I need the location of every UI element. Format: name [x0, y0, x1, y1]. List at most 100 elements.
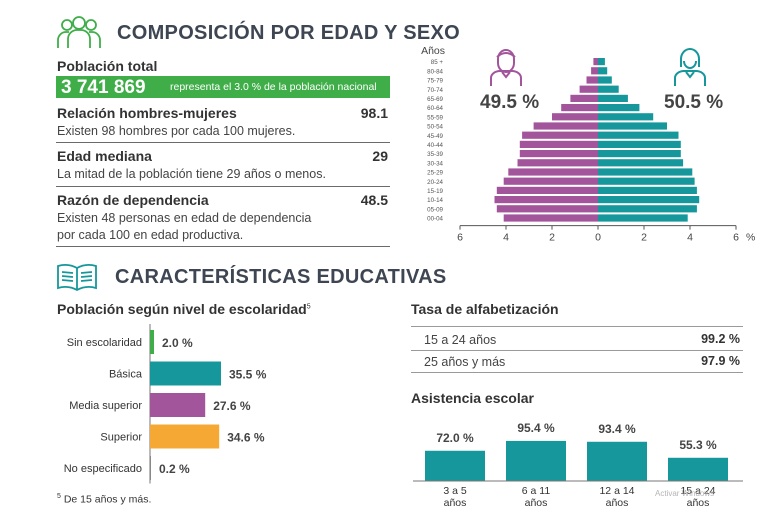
escolaridad-bar: [150, 456, 151, 480]
category-label: 3 a 5: [443, 485, 467, 497]
category-label: años: [525, 497, 548, 509]
female-bar: [598, 104, 640, 112]
bar-value-label: 2.0 %: [162, 336, 193, 350]
female-bar: [598, 168, 693, 176]
population-pyramid-chart: Años 85 + 80-84 75-79 70-74 65-69 60-64 55-59 50…: [421, 45, 755, 244]
poblacion-total-desc: representa el 3.0 % de la población naci…: [170, 81, 377, 93]
x-tick-label: 6: [457, 232, 463, 244]
age-group-label: 45-49: [427, 133, 443, 140]
male-bar: [533, 122, 598, 130]
age-group-label: 85 +: [431, 59, 444, 66]
man-icon: [490, 49, 522, 86]
bar-value-label: 34.6 %: [227, 431, 265, 445]
male-bar: [503, 177, 598, 185]
male-bar: [503, 214, 598, 222]
female-bar: [598, 58, 605, 66]
bar-value-label: 0.2 %: [159, 462, 190, 476]
escolaridad-bar: [150, 361, 221, 386]
age-group-label: 10-14: [427, 197, 443, 204]
divider: [411, 326, 743, 327]
female-bar: [598, 94, 628, 102]
category-label: años: [444, 497, 467, 509]
divider: [411, 372, 743, 373]
poblacion-total-label: Población total: [57, 58, 158, 74]
female-bar: [598, 85, 619, 93]
male-bar: [561, 104, 598, 112]
female-bar: [598, 113, 654, 121]
age-group-label: 55-59: [427, 114, 443, 121]
razon-dependencia-desc-1: Existen 48 personas en edad de dependenc…: [57, 211, 312, 225]
male-bar: [570, 94, 598, 102]
poblacion-total-banner: 3 741 869 representa el 3.0 % de la pobl…: [56, 76, 390, 98]
razon-dependencia-desc-2: por cada 100 en edad productiva.: [57, 228, 244, 242]
category-label: 15 a 24: [680, 485, 715, 497]
age-group-label: 00-04: [427, 216, 443, 223]
x-tick-label: 4: [687, 232, 693, 244]
open-book-icon: [57, 263, 97, 292]
razon-dependencia-value: 48.5: [360, 192, 388, 208]
bar-value-label: 95.4 %: [517, 421, 555, 435]
category-label: años: [687, 497, 710, 509]
male-bar: [522, 131, 598, 139]
bar-value-label: 55.3 %: [679, 438, 717, 452]
male-bar: [496, 205, 598, 213]
x-tick-label: 0: [595, 232, 601, 244]
category-label: 12 a 14: [599, 485, 634, 497]
asistencia-bar: [425, 450, 485, 481]
female-bar: [598, 150, 681, 158]
divider: [56, 142, 390, 143]
category-label: Básica: [109, 369, 143, 381]
female-bar: [598, 76, 612, 84]
category-label: No especificado: [64, 463, 142, 475]
female-bar: [598, 205, 697, 213]
age-group-label: 75-79: [427, 78, 443, 85]
female-bar: [598, 67, 608, 75]
female-bar: [598, 186, 697, 194]
age-group-label: 15-19: [427, 188, 443, 195]
divider: [56, 246, 390, 247]
alfabetizacion-value-2: 97.9 %: [701, 354, 740, 368]
relacion-value: 98.1: [360, 105, 388, 121]
escolaridad-chart: Sin escolaridad 2.0 % Básica 35.5 % Media su…: [64, 324, 267, 484]
edad-mediana-value: 29: [372, 148, 388, 164]
male-bar: [494, 196, 598, 204]
x-tick-label: 2: [549, 232, 555, 244]
female-bar: [598, 159, 684, 167]
female-bar: [598, 177, 695, 185]
female-bar: [598, 196, 700, 204]
asistencia-title: Asistencia escolar: [411, 390, 534, 406]
asistencia-bar: [506, 440, 566, 481]
male-bar: [591, 67, 598, 75]
female-percentage: 50.5 %: [664, 92, 724, 113]
section-title-composicion: COMPOSICIÓN POR EDAD Y SEXO: [117, 22, 460, 44]
x-tick-label: 2: [641, 232, 647, 244]
male-bar: [552, 113, 598, 121]
female-bar: [598, 140, 681, 148]
bar-value-label: 35.5 %: [229, 368, 267, 382]
male-percentage: 49.5 %: [480, 92, 540, 113]
footnote: 5 De 15 años y más.: [57, 493, 152, 506]
category-label: Superior: [100, 432, 142, 444]
escolaridad-title: Población según nivel de escolaridad5: [57, 301, 311, 317]
female-bar: [598, 122, 667, 130]
poblacion-total-value: 3 741 869: [61, 77, 146, 98]
axis-label-years: Años: [421, 45, 445, 57]
bar-value-label: 93.4 %: [598, 422, 636, 436]
edad-mediana-label: Edad mediana: [57, 148, 152, 164]
divider: [56, 186, 390, 187]
alfabetizacion-title: Tasa de alfabetización: [411, 301, 559, 317]
male-bar: [508, 168, 598, 176]
age-group-label: 50-54: [427, 124, 443, 131]
asistencia-bar: [587, 441, 647, 481]
male-bar: [586, 76, 598, 84]
age-group-label: 40-44: [427, 142, 443, 149]
female-bar: [598, 131, 679, 139]
relacion-desc: Existen 98 hombres por cada 100 mujeres.: [57, 124, 296, 138]
bar-value-label: 72.0 %: [436, 431, 474, 445]
male-bar: [517, 159, 598, 167]
male-bar: [579, 85, 598, 93]
age-group-label: 20-24: [427, 179, 443, 186]
escolaridad-bar: [150, 424, 220, 449]
male-bar: [593, 58, 598, 66]
